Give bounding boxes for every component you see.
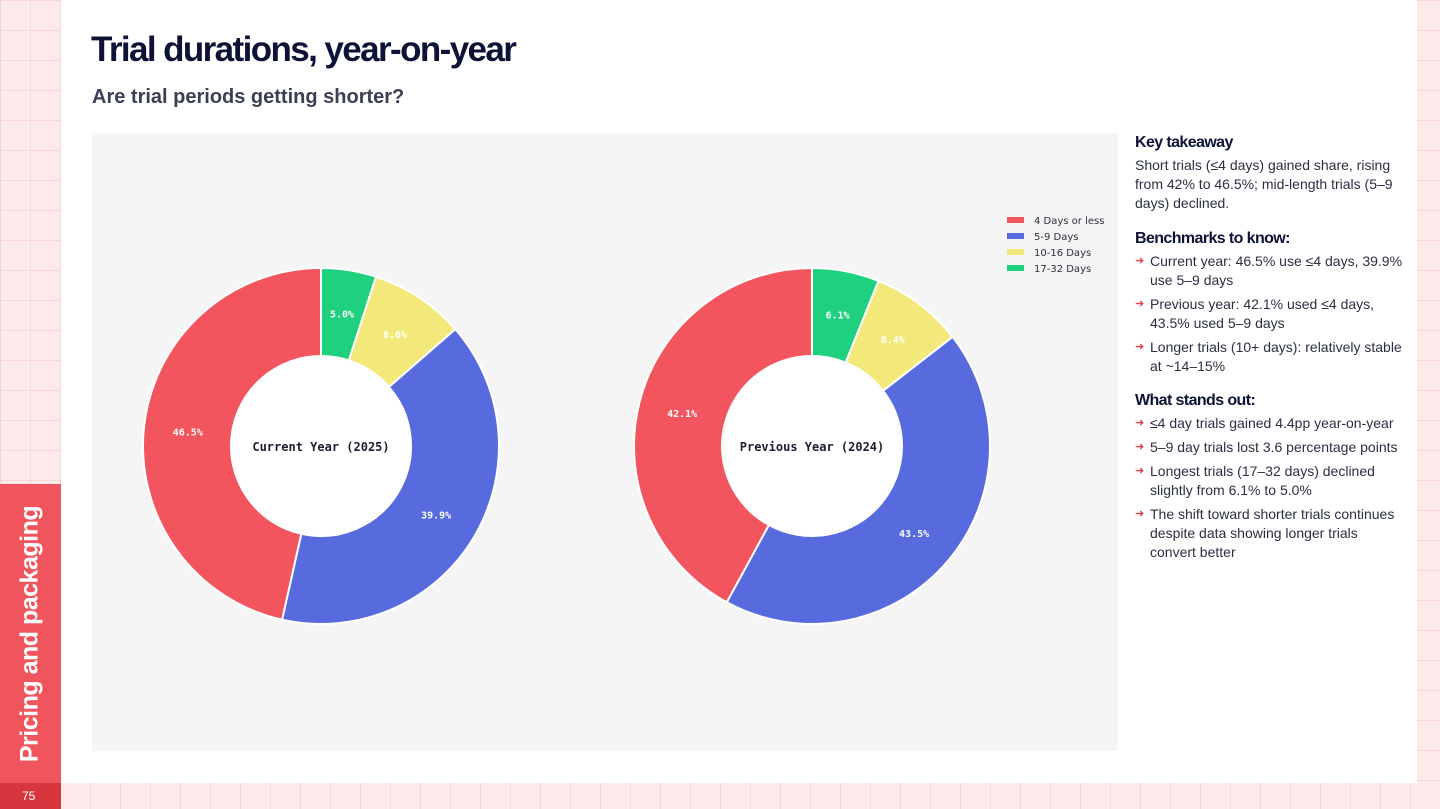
legend-swatch (1007, 265, 1024, 271)
list-item: ➜ ≤4 day trials gained 4.4pp year-on-year (1135, 414, 1405, 433)
donut-slice (725, 335, 991, 625)
slice-label: 5.0% (330, 310, 354, 321)
list-item: ➜ 5–9 day trials lost 3.6 percentage poin… (1135, 438, 1405, 457)
donut-slice (347, 275, 457, 389)
legend-swatch (1007, 217, 1024, 223)
stands-out-heading: What stands out: (1135, 392, 1256, 409)
key-takeaway-text: Short trials (≤4 days) gained share, ris… (1135, 157, 1393, 211)
stands-out-list: ➜ ≤4 day trials gained 4.4pp year-on-year… (1135, 414, 1405, 562)
donut-slice (811, 266, 880, 364)
page-number-box: 75 (0, 783, 61, 809)
arrow-icon: ➜ (1135, 417, 1145, 429)
donut-charts: 46.5% 39.9% 8.6% 5.0% Current Year (2025) 42.… (142, 216, 1104, 625)
slice-label: 42.1% (667, 409, 697, 420)
list-item: ➜ Longer trials (10+ days): relatively st… (1135, 338, 1405, 376)
list-item-text: Previous year: 42.1% used ≤4 days, 43.5%… (1150, 296, 1375, 331)
slice-label: 43.5% (899, 529, 929, 540)
key-takeaway-heading: Key takeaway (1135, 134, 1233, 151)
section-tab: Pricing and packaging (0, 484, 61, 783)
list-item-text: Longest trials (17–32 days) declined sli… (1150, 463, 1375, 498)
arrow-icon: ➜ (1135, 465, 1145, 477)
donut-hole (723, 357, 901, 535)
legend-swatch (1007, 249, 1024, 255)
donut-hole (232, 357, 410, 535)
center-label: Previous Year (2024) (740, 440, 885, 454)
legend-swatch (1007, 233, 1024, 239)
list-item-text: Longer trials (10+ days): relatively sta… (1150, 339, 1402, 374)
list-item-text: ≤4 day trials gained 4.4pp year-on-year (1150, 415, 1394, 431)
donut-slice (280, 327, 500, 625)
legend-label: 4 Days or less (1034, 216, 1104, 227)
list-item: ➜ The shift toward shorter trials continu… (1135, 505, 1405, 562)
slice-label: 6.1% (825, 310, 849, 321)
benchmarks-heading: Benchmarks to know: (1135, 230, 1290, 247)
donut-slice (142, 266, 322, 621)
slice-label: 46.5% (173, 427, 203, 438)
list-item-text: The shift toward shorter trials continue… (1150, 506, 1395, 560)
list-item-text: Current year: 46.5% use ≤4 days, 39.9% u… (1150, 253, 1403, 288)
slice-label: 8.6% (383, 330, 407, 341)
donut-slice (844, 279, 954, 393)
arrow-icon: ➜ (1135, 508, 1145, 520)
slice-label: 39.9% (421, 511, 451, 522)
donut-slice (320, 266, 378, 362)
arrow-icon: ➜ (1135, 298, 1145, 310)
page-number: 75 (22, 789, 36, 803)
donut-slice (633, 266, 813, 604)
list-item: ➜ Longest trials (17–32 days) declined sl… (1135, 462, 1405, 500)
arrow-icon: ➜ (1135, 441, 1145, 453)
insights-panel: Key takeaway Short trials (≤4 days) gain… (1135, 134, 1405, 578)
legend-label: 10-16 Days (1034, 248, 1091, 259)
arrow-icon: ➜ (1135, 255, 1145, 267)
section-label: Pricing and packaging (15, 505, 44, 763)
slice-label: 8.4% (881, 335, 905, 346)
page-title: Trial durations, year-on-year (91, 30, 517, 69)
list-item: ➜ Current year: 46.5% use ≤4 days, 39.9% … (1135, 252, 1405, 290)
center-label: Current Year (2025) (252, 440, 389, 454)
legend-label: 17-32 Days (1034, 264, 1091, 275)
benchmarks-list: ➜ Current year: 46.5% use ≤4 days, 39.9% … (1135, 252, 1405, 376)
chart-panel: 46.5% 39.9% 8.6% 5.0% Current Year (2025) 42.… (92, 133, 1118, 751)
page-subtitle: Are trial periods getting shorter? (92, 86, 405, 108)
arrow-icon: ➜ (1135, 341, 1145, 353)
list-item: ➜ Previous year: 42.1% used ≤4 days, 43.5… (1135, 295, 1405, 333)
list-item-text: 5–9 day trials lost 3.6 percentage point… (1150, 439, 1398, 455)
legend-label: 5-9 Days (1034, 232, 1078, 243)
